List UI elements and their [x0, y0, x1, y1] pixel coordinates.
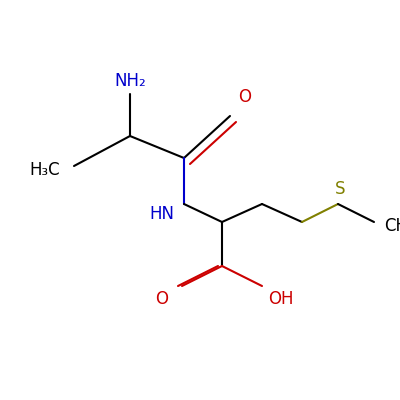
Text: S: S [335, 180, 345, 198]
Text: O: O [238, 88, 251, 106]
Text: O: O [155, 290, 168, 308]
Text: OH: OH [268, 290, 294, 308]
Text: HN: HN [149, 205, 174, 223]
Text: H₃C: H₃C [29, 161, 60, 179]
Text: NH₂: NH₂ [114, 72, 146, 90]
Text: CH₃: CH₃ [384, 217, 400, 235]
